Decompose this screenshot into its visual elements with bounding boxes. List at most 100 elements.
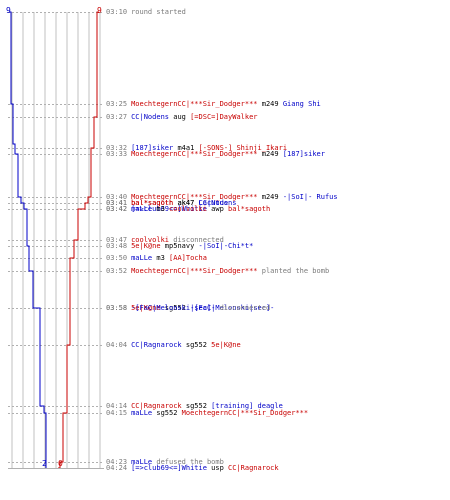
player-name: MoechtegernCC|***Sir_Dodger*** [131,150,258,158]
weapon-name: m249 [257,100,283,108]
event-message: round started [131,8,186,16]
player-name: coolvolki [131,236,170,244]
weapon-name: mp5navy [160,242,199,250]
event-row: 03:33 MoechtegernCC|***Sir_Dodger*** m249… [106,150,325,159]
event-time: 04:15 [106,409,128,417]
weapon-name: sg552 [181,402,212,410]
event-time: 03:33 [106,150,128,158]
player-name: maLLe [131,205,153,213]
event-message: disconnected [169,236,224,244]
player-name: 5e|K@ne [131,242,161,250]
weapon-name: sg552 [181,341,212,349]
player-name: [187]siker [131,144,174,152]
event-row: 03:47 coolvolki disconnected [106,236,224,245]
blue-team-line [9,11,47,468]
event-time: 04:04 [106,341,128,349]
event-time: 03:25 [106,100,128,108]
player-name: [training] deagle [211,402,283,410]
event-row: 03:25 MoechtegernCC|***Sir_Dodger*** m249… [106,100,321,109]
player-name: CC|Ragnarock [131,341,182,349]
event-row: 04:24 [=>club69<=]Whitie usp CC|Ragnarock [106,464,279,473]
event-row: 03:58 -[FaC|Melonski|sec]- disconnected [106,304,270,313]
event-row: 03:48 5e|K@ne mp5navy -|SoI|-Chi*t* [106,242,253,251]
player-name: [=DSC=]DayWalker [190,113,258,121]
event-message: planted the bomb [257,267,330,275]
red-end-count: 0 [58,459,63,468]
event-time: 03:40 [106,193,128,201]
player-name: [-SONS-] Shinji_Ikari [198,144,288,152]
player-name: -|SoI|-Chi*t* [198,242,254,250]
event-row: 03:50 maLLe m3 [AA]Tocha [106,254,207,263]
weapon-name: ak47 [173,199,199,207]
weapon-name: awp [206,205,229,213]
event-row: 03:32 [187]siker m4a1 [-SONS-] Shinji_Ika… [106,144,287,153]
player-name: -[FaC|Melonski|sec]- [131,304,216,312]
player-name: MoechtegernCC|***Sir_Dodger*** [131,193,258,201]
event-time: 03:32 [106,144,128,152]
event-row: 03:42 [=>club69<=]Whitie awp bal*sagoth [106,205,270,214]
event-row: 03:58 5e|K@ne sg552 -[FaC|Melonski|sec]- [106,304,274,313]
weapon-name: m249 [257,150,283,158]
event-row: 03:42 maLLe m3 coolvolki [106,205,207,214]
player-name: MoechtegernCC|***Sir_Dodger*** [131,100,258,108]
event-row: 03:40 MoechtegernCC|***Sir_Dodger*** m249… [106,193,338,202]
player-name: [187]siker [282,150,325,158]
event-time: 03:58 [106,304,128,312]
weapon-name: m4a1 [173,144,199,152]
event-row: 04:23 maLLe defused the bomb [106,458,224,467]
event-row: 03:41 bal*sagoth ak47 CC|Nodens [106,199,236,208]
event-time: 03:42 [106,205,128,213]
player-name: -[FaC|Melonski|sec]- [190,304,275,312]
player-name: Giang Shi [282,100,321,108]
player-name: CC|Nodens [198,199,237,207]
event-time: 03:58 [106,304,128,312]
event-time: 03:42 [106,205,128,213]
blue-end-count: 2 [42,459,47,468]
event-row: 04:15 maLLe sg552 MoechtegernCC|***Sir_Do… [106,409,308,418]
event-time: 03:50 [106,254,128,262]
player-name: coolvolki [169,205,207,213]
player-name: MoechtegernCC|***Sir_Dodger*** [131,267,258,275]
event-row: 03:52 MoechtegernCC|***Sir_Dodger*** plan… [106,267,329,276]
event-time: 04:14 [106,402,128,410]
event-time: 03:47 [106,236,128,244]
event-row: 04:04 CC|Ragnarock sg552 5e|K@ne [106,341,241,350]
player-name: [=>club69<=]Whitie [131,464,207,472]
event-time: 03:52 [106,267,128,275]
player-name: bal*sagoth [228,205,271,213]
event-row: 03:10 round started [106,8,186,17]
player-name: 5e|K@ne [211,341,241,349]
weapon-name: aug [169,113,191,121]
player-name: -|SoI|- Rufus [282,193,338,201]
player-name: bal*sagoth [131,199,174,207]
event-message: defused the bomb [152,458,224,466]
weapon-name: m3 [152,254,170,262]
player-name: maLLe [131,409,153,417]
player-name: [AA]Tocha [169,254,207,262]
event-time: 04:23 [106,458,128,466]
event-time: 03:48 [106,242,128,250]
event-time: 03:41 [106,199,128,207]
red-start-count: 9 [97,6,102,15]
blue-start-count: 9 [6,6,11,15]
red-team-line [58,11,99,469]
event-message: disconnected [215,304,271,312]
player-name: maLLe [131,458,153,466]
event-time: 03:10 [106,8,128,16]
player-name: [=>club69<=]Whitie [131,205,207,213]
player-name: 5e|K@ne [131,304,161,312]
event-row: 03:41 bal*sagoth ak47 Lacutus [106,199,228,208]
weapon-name: m249 [257,193,283,201]
player-name: CC|Ragnarock [228,464,279,472]
event-row: 03:27 CC|Nodens aug [=DSC=]DayWalker [106,113,258,122]
event-time: 03:41 [106,199,128,207]
weapon-name: m3 [152,205,170,213]
player-name: CC|Ragnarock [131,402,182,410]
player-name: maLLe [131,254,153,262]
player-name: bal*sagoth [131,199,174,207]
weapon-name: sg552 [152,409,182,417]
player-name: Lacutus [198,199,229,207]
